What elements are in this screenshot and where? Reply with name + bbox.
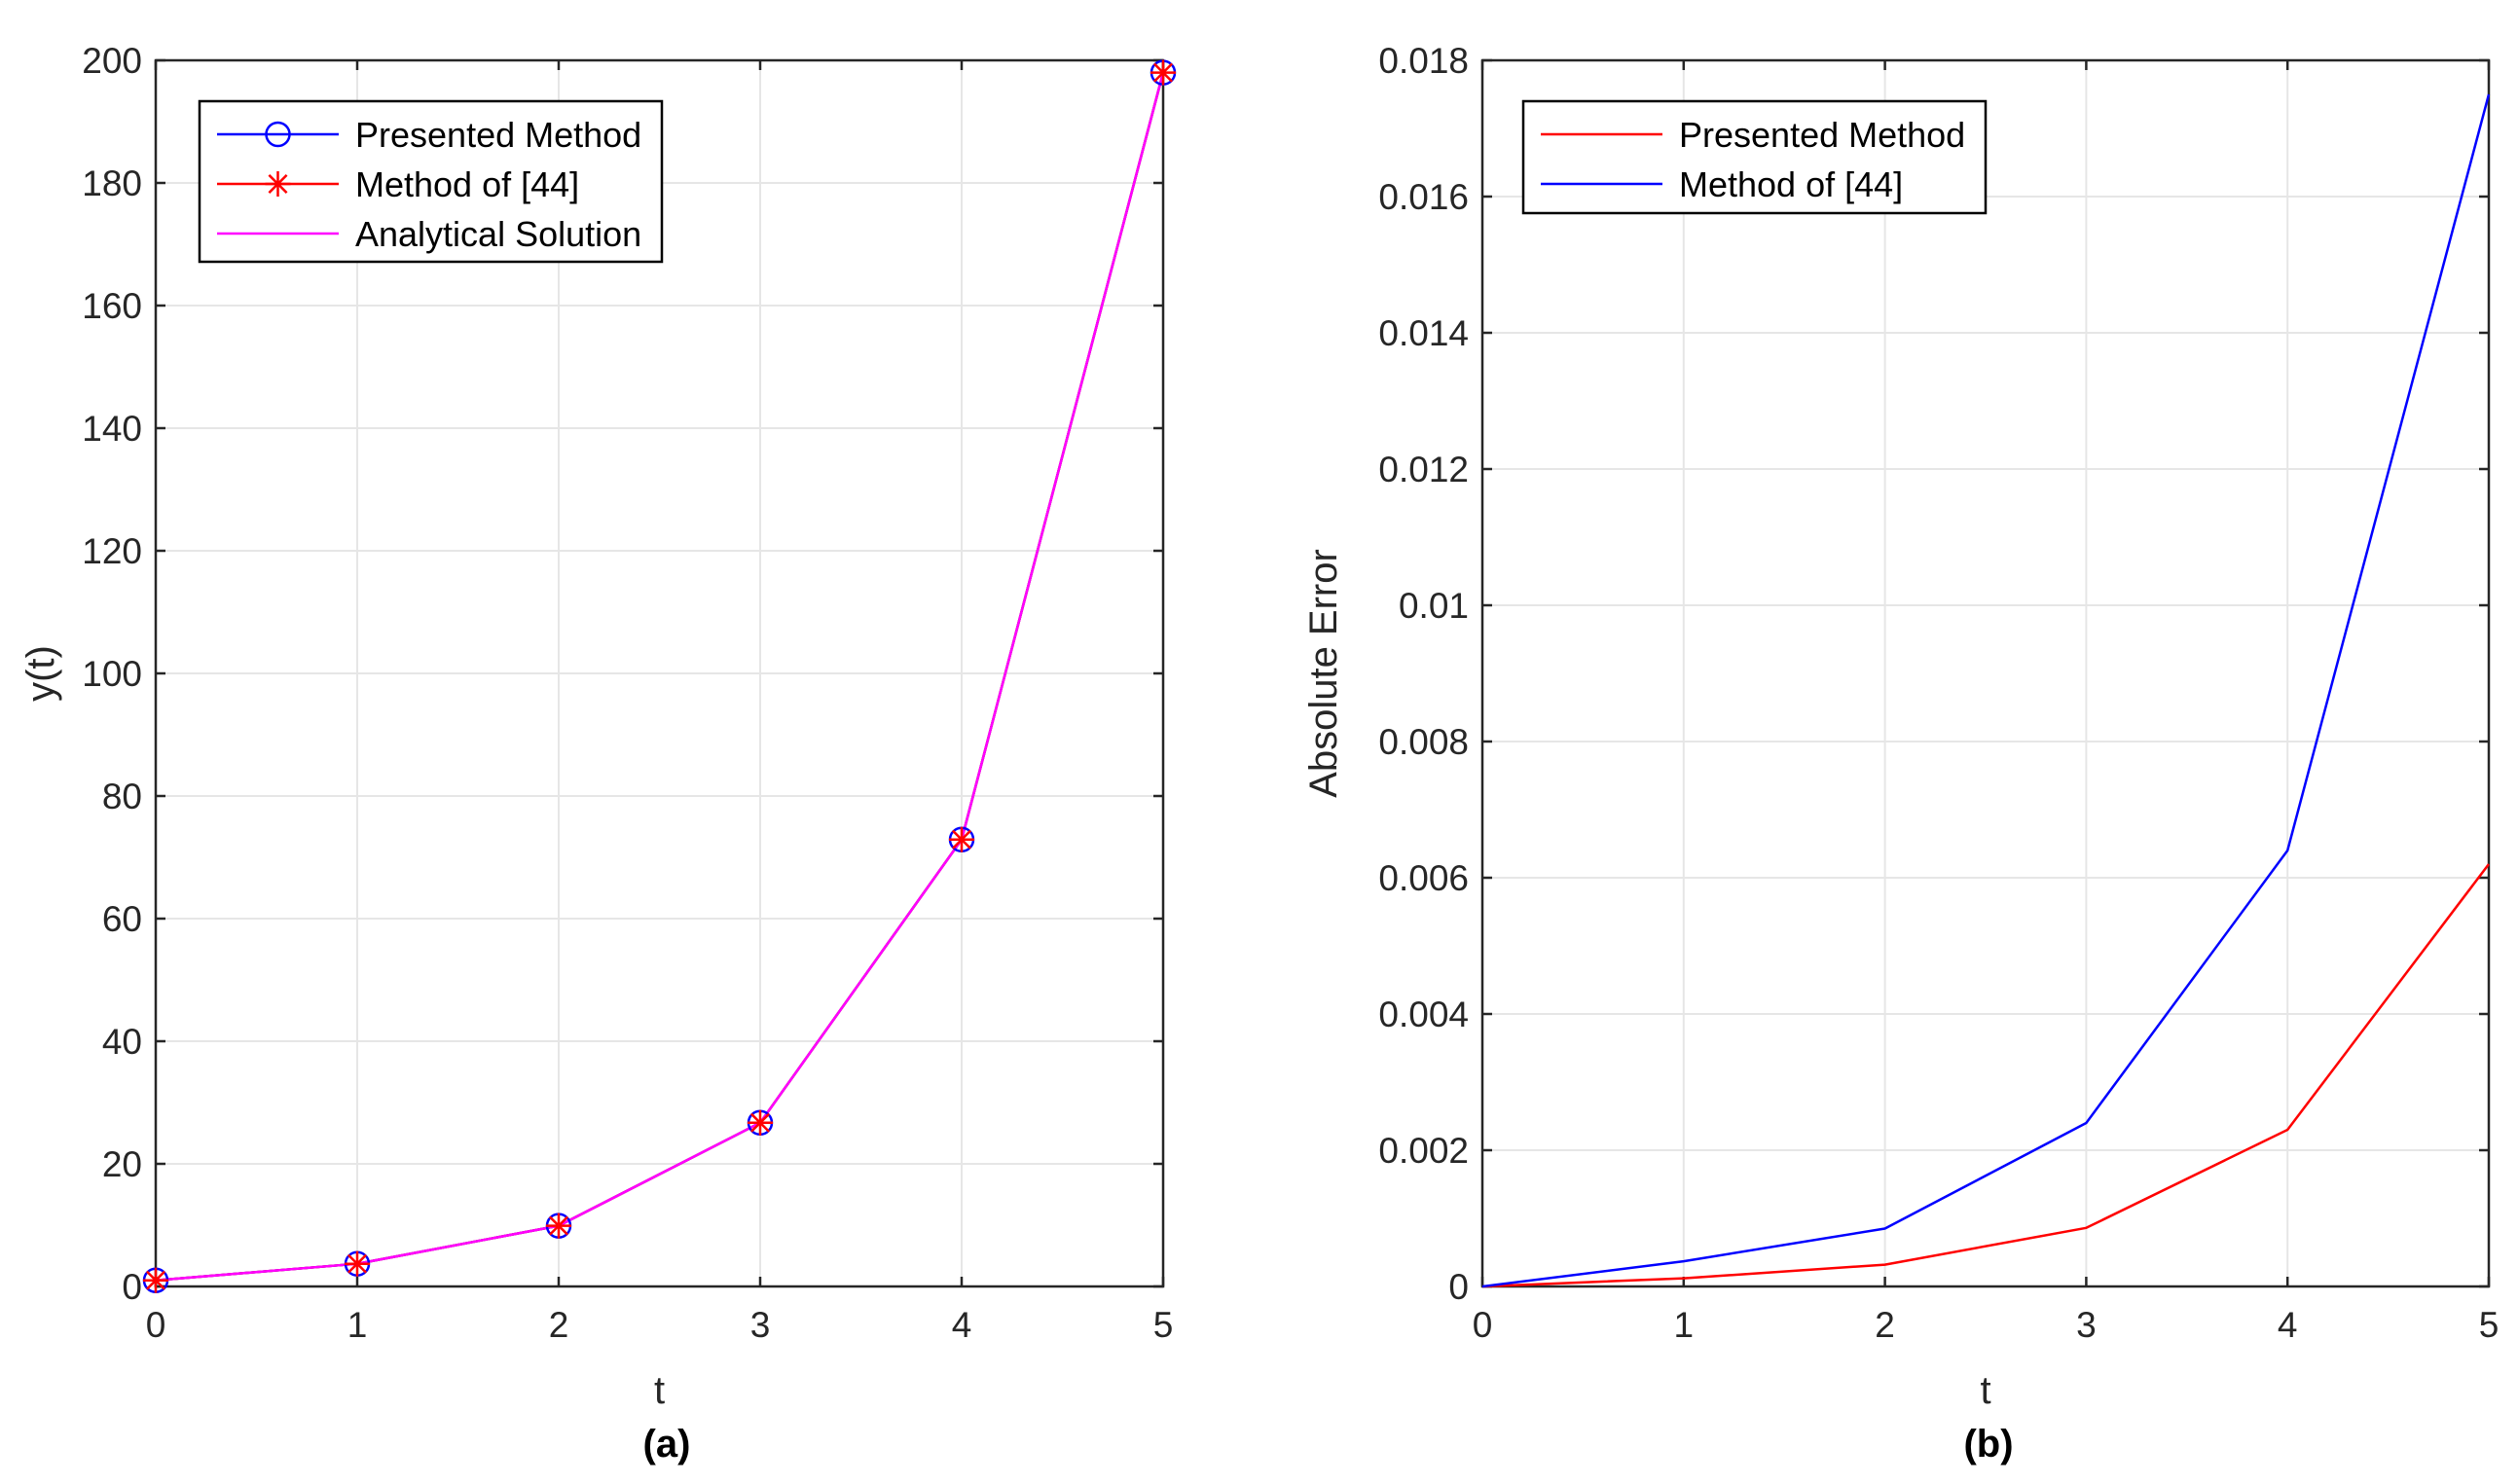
data-point-star [143, 1267, 168, 1293]
y-tick-label: 0.012 [1378, 450, 1469, 489]
x-tick-label: 1 [1674, 1305, 1695, 1345]
x-tick-label: 2 [1875, 1305, 1895, 1345]
legend-star-stroke [268, 174, 288, 194]
y-tick-label: 200 [82, 41, 142, 81]
y-tick-label: 0.004 [1378, 995, 1469, 1034]
data-point-star-stroke [750, 1112, 770, 1133]
y-tick-label: 120 [82, 531, 142, 571]
panel-a-caption-label: (a) [643, 1423, 691, 1466]
panel-b-x-axis-label: t [1980, 1369, 1990, 1412]
data-point-star-stroke [146, 1270, 165, 1290]
panel-a-x-axis-label: t [654, 1369, 665, 1412]
data-point-star-stroke [347, 1253, 367, 1274]
legend-star-marker [265, 171, 291, 197]
y-tick-label: 140 [82, 409, 142, 449]
y-tick-label: 160 [82, 286, 142, 326]
y-tick-label: 0 [1448, 1267, 1469, 1307]
panel-a-y-axis-label: y(t) [19, 645, 62, 702]
panel-b-caption-label: (b) [1963, 1423, 2013, 1466]
panel-b-x-tick-labels: 0 1 2 3 4 5 [1473, 1305, 2500, 1345]
x-tick-label: 1 [347, 1305, 368, 1345]
data-point-star-stroke [549, 1215, 568, 1236]
series-line-analytical-solution [155, 72, 1165, 1282]
y-tick-label: 0.008 [1378, 722, 1469, 762]
legend-entry-label: Presented Method [355, 115, 641, 155]
panel-b-y-axis-label: Absolute Error [1302, 549, 1345, 798]
series-line-method-of-44 [1481, 93, 2491, 1288]
y-tick-label: 0.006 [1378, 858, 1469, 898]
x-tick-label: 2 [549, 1305, 569, 1345]
panel-a-legend: Presented Method Method of [44] Analytical… [198, 99, 664, 264]
panel-b-axes [1480, 58, 2491, 1288]
panel-b-legend: Presented Method Method of [44] [1521, 99, 1988, 215]
y-tick-label: 180 [82, 163, 142, 203]
y-tick-label: 0.016 [1378, 177, 1469, 217]
y-tick-label: 100 [82, 654, 142, 694]
panel-b-chart: 0 1 2 3 4 5 0 0.002 0.004 0.006 0.008 0.01 0.012 0.0… [1302, 41, 2499, 1466]
panel-b-series-lines [1481, 93, 2491, 1288]
panel-a-y-tick-labels: 0 20 40 60 80 100 120 140 160 180 200 [82, 41, 142, 1307]
panel-a-series-markers [142, 59, 1177, 1293]
y-tick-label: 60 [102, 899, 142, 939]
legend-entry-label: Presented Method [1679, 115, 1965, 155]
y-tick-label: 0 [122, 1267, 142, 1307]
x-tick-label: 0 [1473, 1305, 1493, 1345]
y-tick-label: 80 [102, 777, 142, 816]
panel-b-y-tick-labels: 0 0.002 0.004 0.006 0.008 0.01 0.012 0.014 0.016… [1378, 41, 1469, 1307]
x-tick-label: 0 [146, 1305, 166, 1345]
x-tick-label: 5 [1153, 1305, 1174, 1345]
data-point-star [546, 1213, 571, 1239]
legend-entry-label: Method of [44] [355, 164, 579, 204]
data-point-star [1150, 59, 1176, 86]
y-tick-label: 20 [102, 1144, 142, 1184]
legend-entry-label: Method of [44] [1679, 164, 1903, 204]
x-tick-label: 4 [952, 1305, 972, 1345]
axes-box [1480, 58, 2491, 1288]
panel-b-grid [1481, 59, 2490, 1287]
y-tick-label: 0.002 [1378, 1131, 1469, 1171]
data-point-star [748, 1109, 773, 1136]
legend-circle-marker [265, 121, 291, 148]
data-point-star [345, 1250, 370, 1277]
panel-a-series-lines [155, 72, 1165, 1282]
legend-box [1521, 99, 1988, 215]
panel-a-x-tick-labels: 0 1 2 3 4 5 [146, 1305, 1174, 1345]
y-tick-label: 0.014 [1378, 313, 1469, 353]
y-tick-label: 40 [102, 1022, 142, 1062]
panel-a-chart: 0 1 2 3 4 5 0 20 40 60 80 100 120 140 160 180 200 t y(t… [19, 41, 1177, 1466]
data-point-star-stroke [952, 829, 971, 850]
data-point-star [949, 826, 974, 852]
x-tick-label: 5 [2479, 1305, 2500, 1345]
legend-entry-label: Analytical Solution [355, 214, 641, 254]
series-line-presented-method [1481, 863, 2490, 1288]
panel-a-axes [154, 58, 1165, 1288]
y-tick-label: 0.01 [1399, 586, 1469, 626]
x-tick-label: 3 [2076, 1305, 2097, 1345]
data-point-star-stroke [1153, 62, 1173, 83]
x-tick-label: 3 [750, 1305, 771, 1345]
y-tick-label: 0.018 [1378, 41, 1469, 81]
x-tick-label: 4 [2278, 1305, 2298, 1345]
